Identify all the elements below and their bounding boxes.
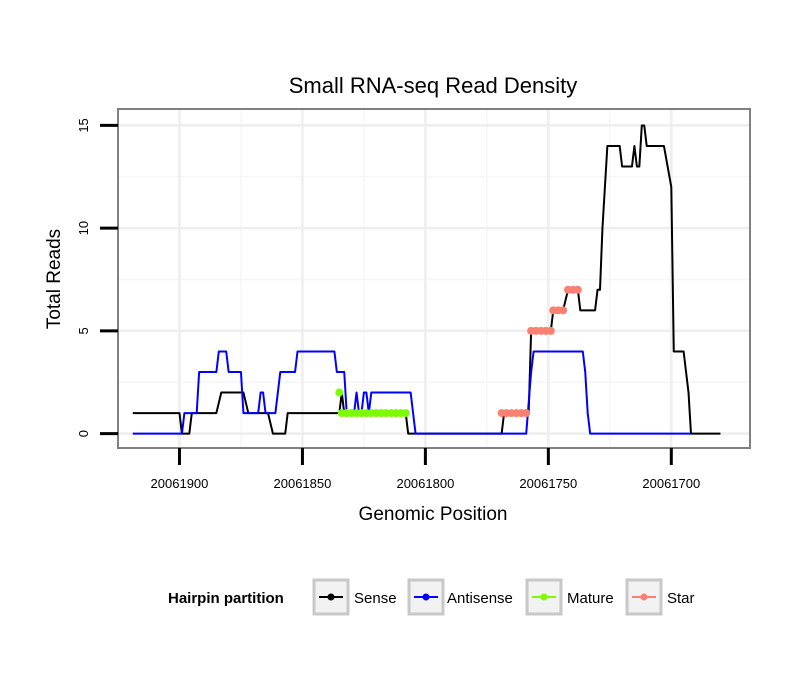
- y-axis-label: Total Reads: [44, 229, 65, 329]
- legend-key-point-star: [640, 593, 648, 601]
- legend: Hairpin partition Sense Antisense Mature St…: [168, 578, 695, 616]
- series-point-star: [573, 285, 582, 294]
- x-tick-label: 20061850: [274, 476, 332, 491]
- legend-key-point-sense: [327, 593, 335, 601]
- x-tick-label: 20061750: [519, 476, 577, 491]
- legend-key-point-mature: [540, 593, 548, 601]
- legend-label-antisense: Antisense: [447, 590, 513, 607]
- series-point-mature: [335, 388, 344, 397]
- plot-panel-border: [117, 108, 751, 449]
- x-tick-label: 20061900: [151, 476, 209, 491]
- legend-title: Hairpin partition: [168, 590, 284, 607]
- x-axis-label: Genomic Position: [359, 504, 508, 525]
- series-point-star: [546, 326, 555, 335]
- legend-label-sense: Sense: [354, 590, 397, 607]
- legend-label-mature: Mature: [567, 590, 614, 607]
- chart-title: Small RNA-seq Read Density: [289, 73, 578, 98]
- y-tick-label: 10: [76, 221, 91, 235]
- y-tick-label: 15: [76, 118, 91, 132]
- y-tick-label: 0: [76, 430, 91, 437]
- legend-key-point-antisense: [422, 593, 430, 601]
- y-tick-label: 5: [76, 327, 91, 334]
- axis-layer: 20061900 20061850 20061800 20061750 20061700…: [76, 118, 700, 491]
- legend-label-star: Star: [667, 590, 695, 607]
- series-point-mature: [401, 409, 410, 418]
- series-line-antisense: [132, 350, 691, 435]
- x-tick-label: 20061800: [396, 476, 454, 491]
- series-point-star: [522, 409, 531, 418]
- x-tick-label: 20061700: [642, 476, 700, 491]
- series-point-star: [559, 306, 568, 315]
- series-layer: [132, 124, 721, 435]
